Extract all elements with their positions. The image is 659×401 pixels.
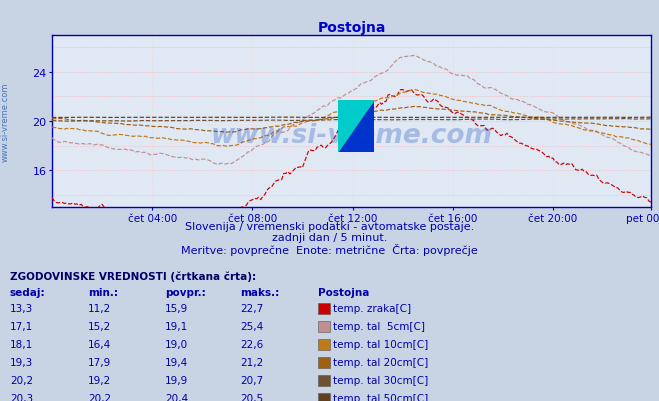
Text: 15,9: 15,9 [165, 303, 188, 313]
Text: 19,2: 19,2 [88, 375, 111, 385]
Text: 15,2: 15,2 [88, 321, 111, 331]
Text: 20,5: 20,5 [240, 393, 263, 401]
Text: temp. tal 10cm[C]: temp. tal 10cm[C] [333, 339, 428, 349]
Text: 11,2: 11,2 [88, 303, 111, 313]
Text: povpr.:: povpr.: [165, 287, 206, 297]
Text: 20,2: 20,2 [88, 393, 111, 401]
Text: ZGODOVINSKE VREDNOSTI (črtkana črta):: ZGODOVINSKE VREDNOSTI (črtkana črta): [10, 271, 256, 282]
Text: temp. tal  5cm[C]: temp. tal 5cm[C] [333, 321, 425, 331]
Text: 20,7: 20,7 [240, 375, 263, 385]
Text: maks.:: maks.: [240, 287, 279, 297]
Text: zadnji dan / 5 minut.: zadnji dan / 5 minut. [272, 233, 387, 242]
Text: 17,1: 17,1 [10, 321, 33, 331]
Text: 20,2: 20,2 [10, 375, 33, 385]
Text: temp. tal 50cm[C]: temp. tal 50cm[C] [333, 393, 428, 401]
Text: www.si-vreme.com: www.si-vreme.com [1, 82, 10, 161]
Text: 18,1: 18,1 [10, 339, 33, 349]
Text: 21,2: 21,2 [240, 357, 263, 367]
Polygon shape [338, 100, 374, 152]
Text: Slovenija / vremenski podatki - avtomatske postaje.: Slovenija / vremenski podatki - avtomats… [185, 221, 474, 231]
Text: Meritve: povprečne  Enote: metrične  Črta: povprečje: Meritve: povprečne Enote: metrične Črta:… [181, 243, 478, 255]
Text: 22,7: 22,7 [240, 303, 263, 313]
Title: Postojna: Postojna [318, 21, 386, 35]
Text: 16,4: 16,4 [88, 339, 111, 349]
Polygon shape [338, 100, 374, 152]
Text: temp. zraka[C]: temp. zraka[C] [333, 303, 411, 313]
Text: 22,6: 22,6 [240, 339, 263, 349]
Text: temp. tal 30cm[C]: temp. tal 30cm[C] [333, 375, 428, 385]
Text: 19,4: 19,4 [165, 357, 188, 367]
Text: 20,4: 20,4 [165, 393, 188, 401]
Text: 25,4: 25,4 [240, 321, 263, 331]
Text: 19,3: 19,3 [10, 357, 33, 367]
Text: 13,3: 13,3 [10, 303, 33, 313]
Text: min.:: min.: [88, 287, 118, 297]
Text: sedaj:: sedaj: [10, 287, 45, 297]
Text: 19,0: 19,0 [165, 339, 188, 349]
Text: 19,9: 19,9 [165, 375, 188, 385]
Text: 19,1: 19,1 [165, 321, 188, 331]
Text: Postojna: Postojna [318, 287, 370, 297]
Text: temp. tal 20cm[C]: temp. tal 20cm[C] [333, 357, 428, 367]
Text: www.si-vreme.com: www.si-vreme.com [210, 122, 492, 148]
Text: 17,9: 17,9 [88, 357, 111, 367]
Text: 20,3: 20,3 [10, 393, 33, 401]
